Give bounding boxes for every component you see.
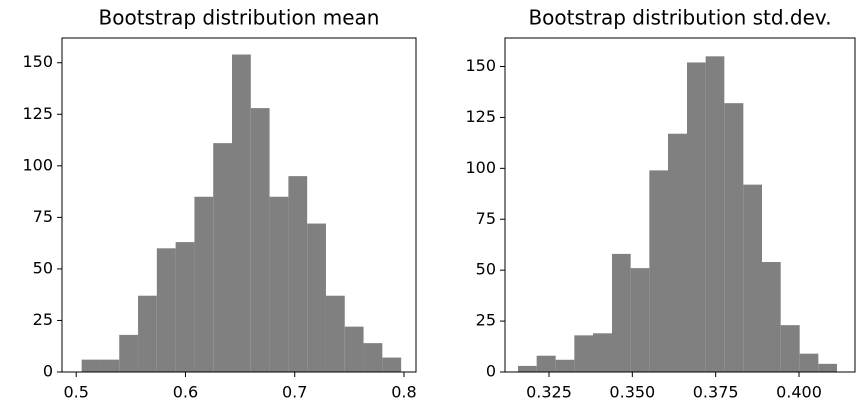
y-tick-label: 150 xyxy=(22,52,53,71)
x-tick-label: 0.325 xyxy=(526,383,572,402)
bar xyxy=(799,353,819,372)
axes-frame xyxy=(61,37,417,373)
y-tick-label: 125 xyxy=(22,104,53,123)
bar xyxy=(213,143,233,372)
bar xyxy=(232,54,251,372)
bar xyxy=(668,133,687,372)
bar xyxy=(612,253,631,372)
bar xyxy=(630,268,650,372)
y-tick-label: 0 xyxy=(486,362,496,381)
bar xyxy=(288,176,308,372)
bar xyxy=(325,295,345,372)
bar xyxy=(156,248,176,372)
bar xyxy=(762,262,781,372)
x-tick-label: 0.5 xyxy=(63,383,88,402)
bar xyxy=(649,170,668,372)
x-tick-label: 0.400 xyxy=(776,383,822,402)
y-tick-label: 50 xyxy=(476,260,496,279)
x-tick-label: 0.375 xyxy=(693,383,739,402)
bar xyxy=(518,365,537,372)
bar xyxy=(382,357,402,372)
bar xyxy=(250,108,270,373)
y-tick-label: 100 xyxy=(465,158,496,177)
y-tick-label: 0 xyxy=(43,362,53,381)
x-tick-label: 0.8 xyxy=(391,383,416,402)
y-tick-label: 150 xyxy=(465,56,496,75)
bar xyxy=(138,295,157,372)
bar xyxy=(100,359,120,372)
x-tick-label: 0.6 xyxy=(173,383,198,402)
bar xyxy=(555,359,575,372)
bar xyxy=(724,103,744,373)
bar xyxy=(780,325,800,372)
y-tick-label: 25 xyxy=(33,310,53,329)
bar xyxy=(119,334,139,372)
bar xyxy=(307,223,326,372)
bar xyxy=(175,242,195,372)
y-tick-label: 50 xyxy=(33,258,53,277)
y-tick-label: 100 xyxy=(22,155,53,174)
x-tick-label: 0.7 xyxy=(282,383,307,402)
bar xyxy=(818,363,837,372)
bar xyxy=(344,326,364,372)
x-tick-label: 0.350 xyxy=(609,383,655,402)
bar xyxy=(269,196,289,372)
bar xyxy=(194,196,214,372)
bar xyxy=(536,355,556,372)
bar xyxy=(574,335,593,372)
y-tick-label: 75 xyxy=(33,207,53,226)
chart-title: Bootstrap distribution mean xyxy=(99,6,380,30)
bar xyxy=(705,56,725,372)
axes-frame xyxy=(504,37,856,373)
y-tick-label: 25 xyxy=(476,311,496,330)
bar xyxy=(363,343,383,372)
bar xyxy=(687,62,706,372)
y-tick-label: 125 xyxy=(465,107,496,126)
bar xyxy=(81,359,101,372)
bar xyxy=(743,184,762,372)
chart-title: Bootstrap distribution std.dev. xyxy=(528,6,831,30)
bar xyxy=(593,333,612,372)
y-tick-label: 75 xyxy=(476,209,496,228)
